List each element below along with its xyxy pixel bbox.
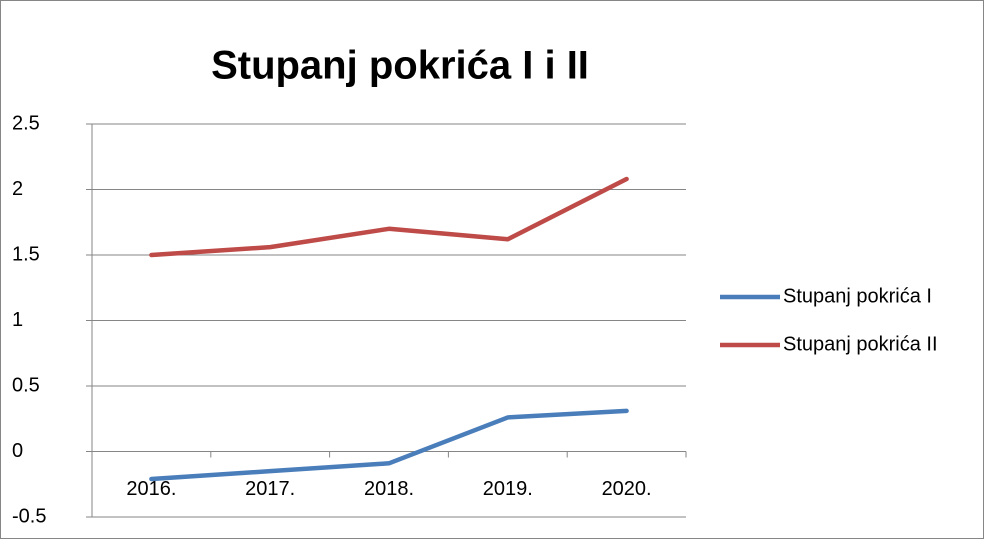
x-tick-label: 2016. xyxy=(126,478,176,500)
y-tick-label: 2.5 xyxy=(12,112,40,134)
x-tick-label: 2020. xyxy=(602,478,652,500)
legend-label: Stupanj pokrića I xyxy=(783,285,932,307)
y-tick-label: 1.5 xyxy=(12,243,40,265)
y-tick-label: 1 xyxy=(12,309,23,331)
y-tick-label: -0.5 xyxy=(12,505,46,527)
y-tick-label: 0 xyxy=(12,440,23,462)
chart-title: Stupanj pokrića I i II xyxy=(211,44,589,88)
legend-label: Stupanj pokrića II xyxy=(783,333,938,355)
x-tick-label: 2017. xyxy=(245,478,295,500)
x-tick-label: 2019. xyxy=(483,478,533,500)
y-tick-label: 2 xyxy=(12,178,23,200)
series-line xyxy=(149,408,629,482)
y-tick-label: 0.5 xyxy=(12,374,40,396)
series-line xyxy=(149,176,629,258)
x-tick-label: 2018. xyxy=(364,478,414,500)
